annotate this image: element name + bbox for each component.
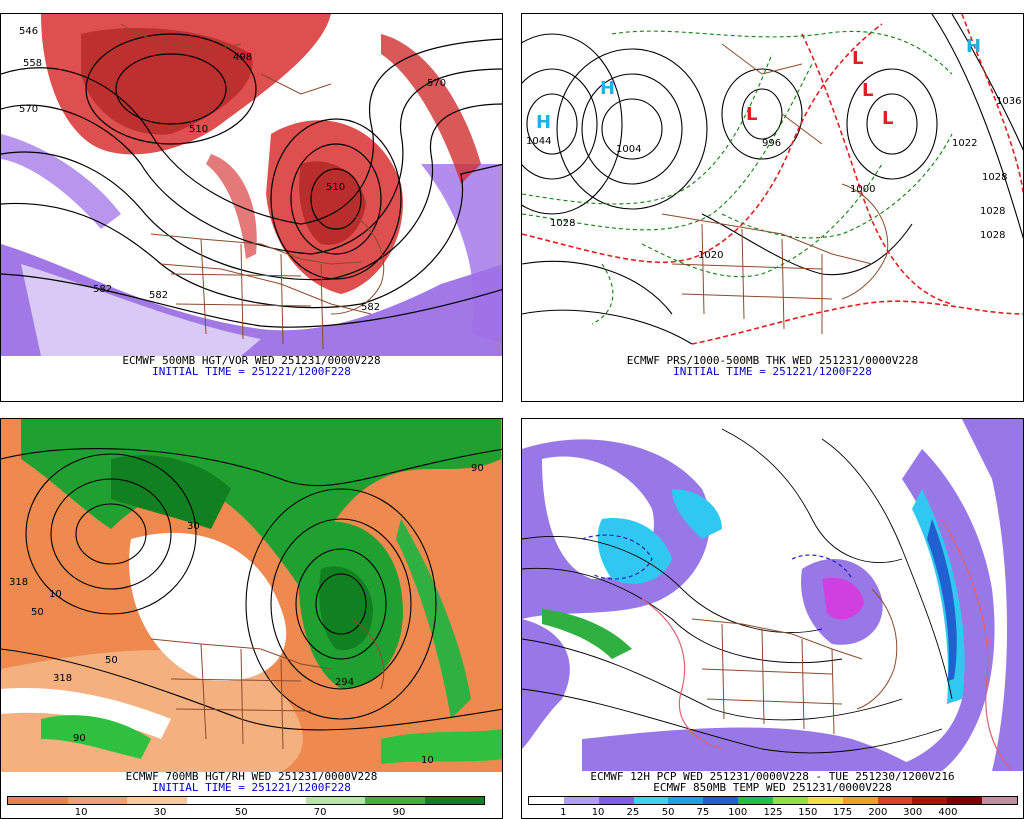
svg-text:L: L [852, 48, 863, 69]
svg-text:H: H [600, 78, 615, 99]
rh-color-swatch [246, 797, 306, 804]
svg-text:L: L [882, 108, 893, 129]
svg-text:L: L [746, 104, 757, 125]
precip-tick: 100 [728, 807, 748, 818]
svg-text:50: 50 [31, 607, 44, 618]
svg-text:1044: 1044 [526, 136, 551, 147]
init-time-700mb: INITIAL TIME = 251221/1200F228 [152, 781, 351, 794]
precip-color-swatch [668, 797, 704, 804]
precip-color-swatch [598, 797, 634, 804]
svg-text:582: 582 [149, 290, 168, 301]
rh-color-swatch [8, 797, 68, 804]
svg-text:570: 570 [427, 78, 446, 89]
svg-text:10: 10 [421, 755, 434, 766]
init-time-surface-pressure: INITIAL TIME = 251221/1200F228 [673, 365, 872, 378]
rh-colorbar-ticks: 10 30 50 70 90 [7, 807, 485, 819]
precip-color-swatch [842, 797, 878, 804]
caption-850mb-temp: ECMWF 850MB TEMP WED 251231/0000V228 [653, 781, 892, 794]
rh-color-swatch [305, 797, 365, 804]
precip-color-swatch [633, 797, 669, 804]
svg-text:996: 996 [762, 138, 781, 149]
svg-text:1036: 1036 [996, 96, 1021, 107]
svg-text:30: 30 [187, 521, 200, 532]
precip-map [522, 419, 1023, 771]
svg-text:90: 90 [471, 463, 484, 474]
svg-text:498: 498 [233, 52, 252, 63]
precip-tick: 150 [798, 807, 818, 818]
panel-700mb-rh: 318 318 50 50 10 10 90 90 30 294 ECMWF 7… [0, 418, 503, 819]
pressure-thickness-map: H H L L L L H 1044 1028 1028 1028 1028 1… [522, 14, 1023, 356]
panel-surface-pressure-thickness: H H L L L L H 1044 1028 1028 1028 1028 1… [521, 13, 1024, 402]
precip-colorbar-ticks: 1 10 25 50 75 100 125 150 175 200 300 40… [528, 807, 1018, 819]
precip-color-swatch [912, 797, 948, 804]
precip-color-swatch [773, 797, 808, 804]
precip-color-swatch [947, 797, 983, 804]
rh-color-swatch [424, 797, 484, 804]
precip-tick: 1 [560, 807, 567, 818]
svg-text:H: H [966, 36, 981, 57]
precip-color-swatch [877, 797, 913, 804]
svg-text:546: 546 [19, 26, 38, 37]
svg-text:318: 318 [53, 673, 72, 684]
svg-text:10: 10 [49, 589, 62, 600]
svg-text:570: 570 [19, 104, 38, 115]
caption-surface-pressure: ECMWF PRS/1000-500MB THK WED 251231/0000… [626, 354, 919, 367]
rh-tick: 10 [74, 807, 88, 818]
precip-color-swatch [563, 797, 599, 804]
precip-color-swatch [738, 797, 774, 804]
precip-color-swatch [529, 797, 564, 804]
rh-color-swatch [365, 797, 425, 804]
svg-text:510: 510 [189, 124, 208, 135]
svg-text:1022: 1022 [952, 138, 977, 149]
precip-color-swatch [982, 797, 1018, 804]
vorticity-map: 546 558 570 582 582 582 570 498 510 510 [1, 14, 502, 356]
precip-tick: 300 [903, 807, 923, 818]
panel-500mb-vorticity: 546 558 570 582 582 582 570 498 510 510 … [0, 13, 503, 402]
precip-tick: 25 [626, 807, 640, 818]
rh-tick: 70 [313, 807, 327, 818]
svg-text:50: 50 [105, 655, 118, 666]
svg-text:1028: 1028 [980, 206, 1005, 217]
init-time-500mb: INITIAL TIME = 251221/1200F228 [152, 365, 351, 378]
rh-tick: 30 [153, 807, 167, 818]
precip-tick: 400 [938, 807, 958, 818]
svg-text:1028: 1028 [980, 230, 1005, 241]
rh-tick: 90 [392, 807, 406, 818]
svg-text:90: 90 [73, 733, 86, 744]
rh-color-swatch [186, 797, 246, 804]
svg-text:582: 582 [361, 302, 380, 313]
svg-text:1028: 1028 [982, 172, 1007, 183]
svg-text:558: 558 [23, 58, 42, 69]
svg-text:582: 582 [93, 284, 112, 295]
rh-map: 318 318 50 50 10 10 90 90 30 294 [1, 419, 502, 772]
precip-tick: 10 [591, 807, 605, 818]
panel-12h-precip-850mb-temp: ECMWF 12H PCP WED 251231/0000V228 - TUE … [521, 418, 1024, 819]
svg-text:L: L [862, 80, 873, 101]
svg-text:1000: 1000 [850, 184, 875, 195]
rh-tick: 50 [234, 807, 248, 818]
caption-500mb: ECMWF 500MB HGT/VOR WED 251231/0000V228 [122, 354, 381, 367]
rh-color-swatch [67, 797, 127, 804]
precip-color-swatch [703, 797, 739, 804]
svg-text:H: H [536, 112, 551, 133]
precip-tick: 75 [696, 807, 710, 818]
precip-tick: 50 [661, 807, 675, 818]
precip-colorbar [528, 796, 1018, 805]
rh-color-swatch [127, 797, 187, 804]
precip-tick: 175 [833, 807, 853, 818]
svg-text:294: 294 [335, 677, 354, 688]
svg-text:1028: 1028 [550, 218, 575, 229]
precip-tick: 200 [868, 807, 888, 818]
caption-12h-precip: ECMWF 12H PCP WED 251231/0000V228 - TUE … [590, 770, 955, 783]
rh-colorbar [7, 796, 485, 805]
svg-text:1020: 1020 [698, 250, 723, 261]
caption-700mb: ECMWF 700MB HGT/RH WED 251231/0000V228 [125, 770, 378, 783]
svg-text:1004: 1004 [616, 144, 641, 155]
svg-text:510: 510 [326, 182, 345, 193]
precip-color-swatch [807, 797, 843, 804]
precip-tick: 125 [763, 807, 783, 818]
svg-text:318: 318 [9, 577, 28, 588]
